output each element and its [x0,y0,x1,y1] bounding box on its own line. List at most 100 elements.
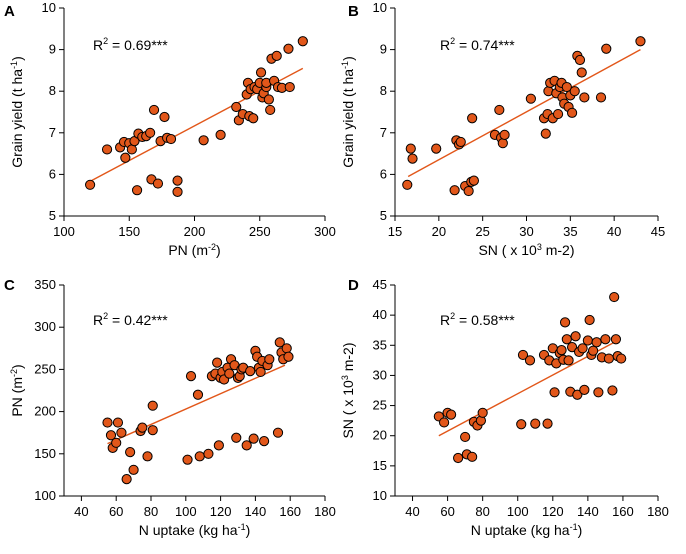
y-tick-label: 40 [373,307,387,322]
data-point [463,185,474,197]
data-point [121,474,132,485]
x-tick-label: 250 [249,224,271,239]
y-tick-label: 100 [34,488,56,503]
data-point [172,175,183,186]
x-axis-title: N uptake (kg ha-1) [139,522,251,538]
data-point [468,175,479,186]
data-point [449,185,460,196]
data-point [467,113,478,124]
panel-c: C R2 = 0.42*** 100 150 200 250 300 350 40 60 80 1… [4,277,336,538]
r2-annotation: R2 = 0.69*** [93,36,168,53]
y-tick-label: 6 [49,166,56,181]
y-tick-label: 15 [373,458,387,473]
data-point [446,409,457,420]
data-point [499,129,510,140]
r2-annotation: R2 = 0.42*** [93,311,168,328]
x-tick-label: 60 [109,504,123,519]
data-point [284,81,295,93]
y-axis-title: PN (m-2) [9,364,25,416]
y-tick-label: 200 [34,404,56,419]
data-point [616,353,627,364]
panel-letter: A [4,3,15,20]
panel-letter: D [348,277,359,294]
data-point [248,433,259,444]
data-point [601,43,612,54]
data-point [131,185,143,196]
r2-label: R2 = 0.42*** [93,311,168,328]
data-point [128,464,139,475]
data-point [259,436,270,447]
x-tick-label: 160 [612,504,634,519]
data-point [101,144,113,155]
data-point [85,179,96,190]
data-point [577,343,588,354]
data-point [556,345,567,356]
data-point [570,331,581,342]
y-tick-label: 10 [373,0,387,15]
x-tick-label: 40 [74,504,88,519]
x-tick-label: 100 [175,504,197,519]
data-point [610,334,622,345]
y-tick-label: 8 [380,83,387,98]
data-point [145,127,156,138]
data-point [148,104,160,116]
x-tick-label: 100 [507,504,529,519]
data-point [530,418,541,429]
data-point [540,128,551,139]
data-point [248,113,259,124]
data-point [213,440,224,451]
x-tick-label: 20 [432,224,446,239]
data-point [609,291,620,303]
x-tick-label: 140 [245,504,267,519]
data-point [552,108,564,120]
x-tick-label: 35 [563,224,577,239]
data-point [281,343,292,354]
panel-d: D R2 = 0.58*** 10 15 20 25 30 35 40 45 40 60 80 100… [340,277,669,538]
data-point [603,353,615,364]
data-point [561,81,572,93]
data-point [591,337,602,348]
x-tick-label: 25 [475,224,489,239]
data-point [263,94,274,105]
y-tick-label: 9 [49,42,56,57]
data-point [566,341,578,353]
data-point [194,451,205,462]
y-tick-label: 10 [42,0,56,15]
data-point [593,387,604,398]
data-point [595,92,607,103]
data-point [212,357,223,368]
data-point [224,368,235,379]
data-point [563,355,574,366]
x-tick-label: 150 [118,224,140,239]
x-tick-label: 200 [184,224,206,239]
data-point [231,101,242,113]
x-tick-label: 80 [475,504,489,519]
data-point [102,417,113,428]
data-point [579,384,590,395]
data-point [215,129,226,140]
x-tick-label: 180 [647,504,669,519]
y-tick-label: 35 [373,337,387,352]
data-point [112,417,124,428]
data-point [516,419,527,430]
x-tick-label: 300 [314,224,336,239]
data-point [198,135,209,146]
data-point [635,36,646,47]
data-point [588,345,599,356]
x-tick-label: 120 [542,504,564,519]
y-tick-label: 300 [34,319,56,334]
data-point [125,447,136,458]
data-point [431,143,442,154]
r2-annotation: R2 = 0.74*** [440,36,515,53]
panel-b: B R2 = 0.74*** 5 6 7 8 9 10 15 20 25 30 35 40 45 SN (… [340,0,665,258]
data-point [172,186,183,197]
data-point [569,86,580,97]
data-point [111,437,122,448]
data-point [497,138,508,149]
r2-annotation: R2 = 0.58*** [440,311,515,328]
x-axis-title: SN ( x 103 m-2) [478,242,574,258]
data-point [255,366,266,378]
data-point [241,440,252,451]
data-point [405,143,416,154]
data-point [607,385,618,396]
